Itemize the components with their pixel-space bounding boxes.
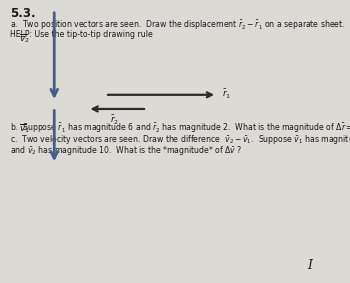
Text: $\overline{v}_1$: $\overline{v}_1$ xyxy=(19,123,30,135)
Text: and $\bar{v}_2$ has magnitude 10.  What is the *magnitude* of $\Delta\bar{v}$ ?: and $\bar{v}_2$ has magnitude 10. What i… xyxy=(10,144,243,157)
Text: $\overline{v}_2$: $\overline{v}_2$ xyxy=(19,32,30,44)
Text: I: I xyxy=(307,259,312,272)
Text: HELP: Use the tip-to-tip drawing rule: HELP: Use the tip-to-tip drawing rule xyxy=(10,30,153,39)
Text: b.  Suppose $\bar{r}_1$ has magnitude 6 and $\bar{r}_2$ has magnitude 2.  What i: b. Suppose $\bar{r}_1$ has magnitude 6 a… xyxy=(10,122,350,135)
Text: 5.3.: 5.3. xyxy=(10,7,36,20)
Text: $\bar{r}_2$: $\bar{r}_2$ xyxy=(110,114,119,127)
Text: c.  Two velocity vectors are seen. Draw the difference  $\bar{v}_2 - \bar{v}_1$.: c. Two velocity vectors are seen. Draw t… xyxy=(10,133,350,146)
Text: a.  Two position vectors are seen.  Draw the displacement $\bar{r}_2 - \bar{r}_1: a. Two position vectors are seen. Draw t… xyxy=(10,18,346,32)
Text: $\bar{r}_1$: $\bar{r}_1$ xyxy=(222,88,232,102)
